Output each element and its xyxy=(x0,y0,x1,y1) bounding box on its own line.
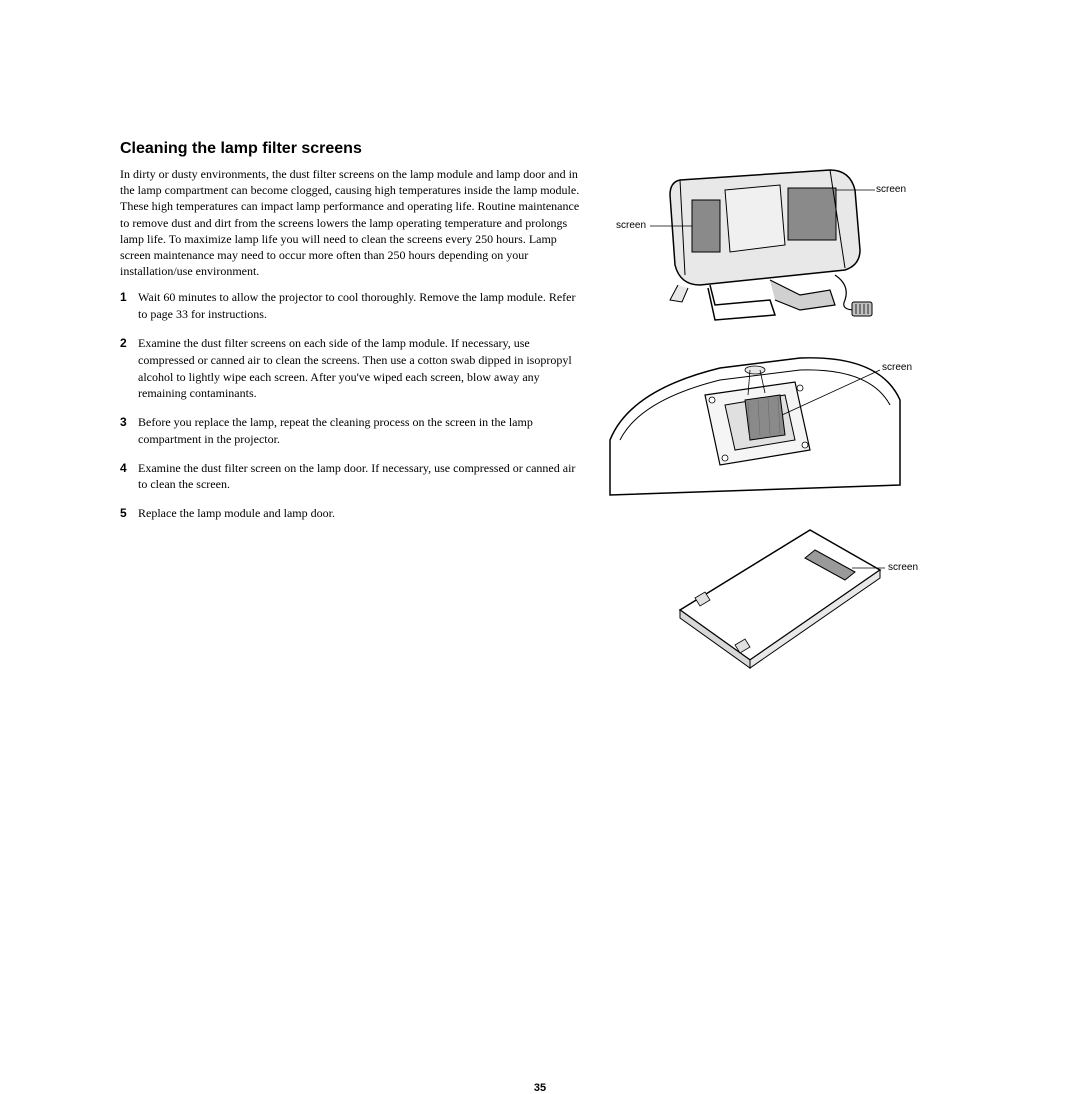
figure-label: screen xyxy=(616,220,646,231)
figure-label: screen xyxy=(882,362,912,373)
figure-label: screen xyxy=(876,184,906,195)
step-item: Examine the dust filter screen on the la… xyxy=(120,460,580,494)
intro-paragraph: In dirty or dusty environments, the dust… xyxy=(120,166,580,279)
figure-compartment: screen xyxy=(600,340,920,500)
figure-lamp-module: screen screen xyxy=(620,160,900,330)
figure-label: screen xyxy=(888,562,918,573)
section-heading: Cleaning the lamp filter screens xyxy=(120,140,580,158)
step-item: Before you replace the lamp, repeat the … xyxy=(120,414,580,448)
steps-list: Wait 60 minutes to allow the projector t… xyxy=(120,289,580,522)
figure-lamp-door: screen xyxy=(660,520,920,680)
page-number: 35 xyxy=(534,1082,546,1094)
step-item: Replace the lamp module and lamp door. xyxy=(120,505,580,522)
step-item: Examine the dust filter screens on each … xyxy=(120,335,580,402)
step-item: Wait 60 minutes to allow the projector t… xyxy=(120,289,580,323)
